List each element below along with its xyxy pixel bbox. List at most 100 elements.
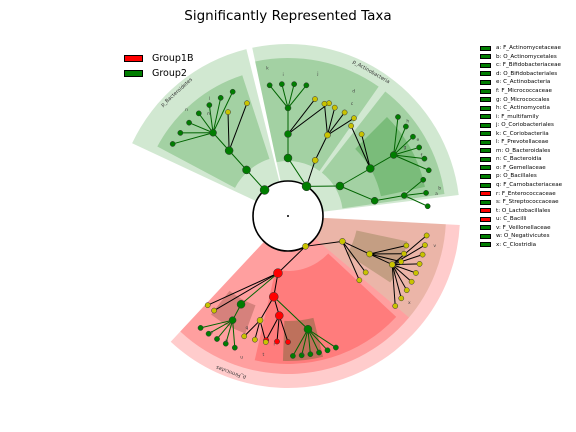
tree-edge [269, 84, 289, 109]
clade-legend-swatch [480, 199, 491, 205]
tree-edge [342, 240, 370, 255]
clade-letter-label: t [262, 352, 264, 358]
tree-edge [393, 116, 399, 156]
tree-edge [369, 253, 393, 266]
clade-node [228, 316, 237, 324]
clade-node [242, 165, 251, 175]
leaf-node [321, 100, 328, 107]
clade-legend-swatch [480, 148, 491, 154]
clade-legend-swatch [480, 233, 491, 239]
clade-legend-swatch [480, 191, 491, 197]
leaf-node [348, 123, 354, 129]
leaf-node [420, 176, 427, 183]
clade-legend-swatch [480, 45, 491, 51]
clade-node [269, 292, 279, 302]
clade-bg-t-lactobacillales [254, 253, 397, 364]
leaf-node [244, 100, 250, 107]
tree-edge [287, 84, 295, 109]
tree-edge [273, 296, 309, 330]
leaf-node [169, 141, 176, 147]
clade-letter-label: v [433, 244, 436, 249]
chart-title: Significantly Represented Taxa [184, 8, 392, 24]
clade-node [366, 250, 373, 258]
clade-letter-label: x [408, 301, 411, 306]
clade-legend-item: m: O_Bacteroidales [480, 147, 562, 156]
tree-edge [213, 272, 279, 311]
clade-legend-item: b: O_Actinomycetales [480, 53, 562, 62]
leaf-node [408, 278, 415, 285]
tree-edge [391, 264, 408, 291]
leaf-node [266, 82, 273, 89]
tree-edge [207, 272, 279, 306]
clade-bg-s-streptococcaceae [282, 317, 324, 361]
leaf-node [398, 258, 404, 265]
clade-letter-label: d [352, 88, 355, 94]
leaf-node [290, 353, 296, 359]
leaf-node [316, 349, 322, 356]
leaf-node [274, 338, 280, 345]
clade-node [224, 146, 234, 155]
clade-letter-label: h [406, 118, 409, 124]
tree-edge [307, 328, 328, 351]
tree-edge [276, 315, 280, 342]
clade-legend-item: w: O_Negativicutes [480, 232, 562, 241]
leaf-node [356, 277, 363, 284]
tree-edge [370, 154, 394, 169]
tree-edge [287, 102, 330, 135]
clade-legend-swatch [480, 97, 491, 103]
tree-edge [391, 264, 412, 283]
leaf-node [392, 303, 399, 309]
tree-edge [254, 320, 261, 340]
leaf-node [307, 351, 314, 358]
tree-edge [391, 264, 402, 299]
clade-node [389, 151, 398, 159]
clade-legend-label: l: F_Prevotellaceae [496, 139, 549, 146]
clade-legend-item: a: F_Actinomycetaceae [480, 44, 562, 53]
tree-edge [323, 103, 328, 136]
clade-legend-label: d: O_Bifidobacteriales [496, 70, 558, 77]
leaf-node [303, 82, 310, 89]
leaf-node [331, 104, 338, 111]
tree-edge [327, 112, 346, 136]
clade-legend-label: u: C_Bacilli [496, 216, 527, 223]
clade-node [284, 130, 292, 138]
clade-legend-item: r: F_Enterococcaceae [480, 189, 562, 198]
tree-edge [212, 97, 222, 133]
clade-node [236, 300, 246, 309]
clade-letter-label: r [273, 341, 275, 347]
tree-edge [287, 157, 307, 187]
clade-letter-label: c [351, 102, 354, 107]
clade-node [209, 129, 217, 137]
tree-edge [287, 84, 307, 109]
clade-legend-label: x: C_Clostridia [496, 241, 537, 248]
leaf-node [424, 203, 431, 210]
leaf-node [231, 344, 238, 351]
tree-edge [228, 150, 247, 171]
leaf-node [398, 295, 405, 302]
tree-edge [393, 154, 425, 160]
clade-legend-label: k: C_Coriobacteriia [496, 130, 549, 137]
clade-node [400, 192, 408, 199]
leaf-node [403, 242, 410, 249]
clade-legend-swatch [480, 139, 491, 145]
leaf-node [351, 115, 357, 122]
clade-node [302, 243, 309, 250]
clade-legend-label: q: F_Carnobacteriaceae [496, 182, 563, 189]
tree-edge [392, 254, 423, 266]
clade-legend-swatch [480, 242, 491, 248]
clade-legend-label: w: O_Negativicutes [496, 233, 550, 240]
tree-edge [208, 319, 233, 335]
clade-legend-item: f: F_Micrococcaceae [480, 87, 562, 96]
clade-legend-swatch [480, 165, 491, 171]
clade-legend-label: a: F_Actinomycetaceae [496, 45, 561, 52]
clade-legend-label: g: O_Micrococcales [496, 96, 550, 103]
clade-node [275, 311, 284, 320]
clade-legend-item: g: O_Micrococcales [480, 95, 562, 104]
clade-node [301, 181, 312, 192]
tree-edge [301, 329, 309, 356]
tree-edge [232, 320, 236, 348]
clade-node [335, 181, 345, 191]
clade-legend: a: F_Actinomycetaceae b: O_Actinomycetale… [480, 44, 562, 249]
clade-legend-swatch [480, 105, 491, 111]
leaf-node [241, 333, 248, 340]
